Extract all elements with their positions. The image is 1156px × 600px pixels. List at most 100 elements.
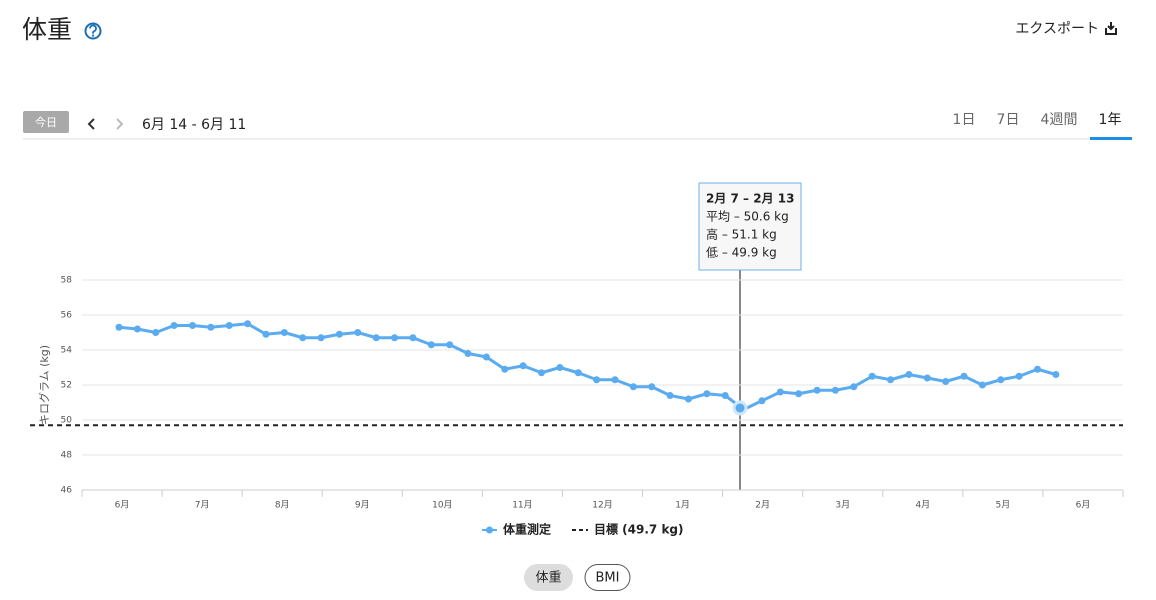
data-point (280, 329, 288, 336)
export-button[interactable]: エクスポート (1015, 21, 1117, 37)
data-point (188, 322, 196, 329)
data-point (501, 365, 509, 373)
data-point (170, 322, 178, 329)
data-point (978, 381, 986, 389)
series-line (118, 322, 1057, 411)
data-point (795, 390, 803, 398)
data-point (850, 383, 858, 391)
data-point (831, 386, 839, 394)
data-point (923, 374, 931, 382)
data-point (409, 334, 417, 342)
y-tick-label: 50 (61, 416, 73, 426)
data-point (354, 329, 362, 336)
data-point (152, 329, 160, 336)
data-point (1052, 371, 1060, 378)
x-tick-label: 8月 (275, 500, 290, 511)
data-point (1034, 365, 1041, 373)
data-point (427, 341, 435, 349)
data-point (1015, 372, 1023, 380)
view-label: BMI (596, 571, 620, 586)
data-point (721, 392, 729, 399)
y-tick-label: 48 (61, 451, 73, 461)
y-axis-title: キログラム (kg) (37, 345, 51, 425)
y-tick-label: 58 (61, 276, 73, 286)
data-point (335, 330, 343, 338)
data-point (133, 325, 141, 333)
active-tab-underline (1090, 137, 1132, 140)
data-point (593, 376, 601, 384)
tooltip-line: 低 – 49.9 kg (706, 246, 777, 260)
selected-point (732, 400, 748, 416)
today-button[interactable]: 今日 (23, 111, 69, 133)
data-point (317, 334, 325, 342)
data-point (776, 388, 784, 396)
tab[interactable]: 7日 (997, 112, 1020, 128)
data-point (666, 392, 674, 399)
data-point (611, 376, 619, 384)
x-tick-label: 6月 (1076, 500, 1091, 511)
x-tick-label: 2月 (755, 500, 770, 511)
x-tick-label: 12月 (592, 500, 612, 511)
data-point (391, 334, 399, 342)
data-point (244, 320, 252, 328)
data-point (997, 376, 1005, 384)
x-tick-label: 5月 (996, 500, 1011, 511)
data-point (372, 334, 380, 342)
data-point (207, 323, 215, 331)
export-label: エクスポート (1015, 21, 1099, 37)
data-point (629, 383, 637, 391)
tooltip-line: 平均 – 50.6 kg (706, 210, 789, 224)
data-point (225, 322, 233, 329)
next-arrow (116, 118, 124, 130)
data-point (482, 353, 490, 361)
tooltip: 2月 7 – 2月 13 平均 – 50.6 kg 高 – 51.1 kg 低 … (698, 182, 802, 271)
x-tick-label: 3月 (835, 500, 850, 511)
data-point (813, 386, 821, 394)
legend-label: 目標 (49.7 kg) (594, 522, 684, 537)
view-button[interactable]: BMI (584, 564, 631, 591)
x-tick-label: 10月 (432, 500, 452, 511)
data-point (703, 390, 711, 398)
data-point (556, 364, 564, 371)
y-tick-label: 54 (61, 346, 73, 356)
x-tick-label: 4月 (915, 500, 930, 511)
prev-arrow[interactable] (87, 118, 95, 130)
data-point (538, 369, 546, 377)
data-point (868, 372, 876, 380)
data-point (887, 376, 895, 384)
x-tick-label: 1月 (675, 500, 690, 511)
data-point (574, 369, 582, 377)
help-icon[interactable] (84, 22, 102, 40)
page-title: 体重 (22, 15, 72, 44)
data-point (905, 371, 913, 378)
data-point (262, 330, 270, 338)
y-tick-label: 52 (61, 381, 72, 391)
x-tick-label: 11月 (512, 500, 532, 511)
today-label: 今日 (35, 115, 57, 129)
view-label: 体重 (535, 570, 561, 586)
data-point (942, 378, 950, 385)
chart: 46 48 50 52 54 56 58 キログラム (kg) 6月 7月 8月 9月 10月 11月 12… (30, 276, 1124, 511)
tab[interactable]: 4週間 (1041, 112, 1078, 128)
data-point (446, 341, 454, 349)
data-point (684, 395, 692, 403)
data-point (115, 323, 123, 331)
y-tick-label: 56 (61, 311, 73, 321)
x-tick-label: 7月 (195, 500, 210, 511)
data-point (648, 383, 656, 391)
y-tick-label: 46 (61, 486, 73, 496)
legend: 体重測定 目標 (49.7 kg) (482, 522, 684, 537)
legend-swatch (486, 526, 493, 534)
tab[interactable]: 1年 (1099, 112, 1122, 128)
data-point (519, 362, 527, 370)
data-point (960, 372, 968, 380)
tooltip-title: 2月 7 – 2月 13 (706, 192, 794, 206)
view-button[interactable]: 体重 (524, 564, 573, 591)
tab[interactable]: 1日 (953, 112, 976, 128)
tooltip-line: 高 – 51.1 kg (706, 228, 777, 242)
x-tick-label: 6月 (115, 500, 130, 511)
x-tick-label: 9月 (355, 500, 370, 511)
date-range: 6月 14 - 6月 11 (142, 117, 246, 133)
data-point (299, 334, 307, 342)
